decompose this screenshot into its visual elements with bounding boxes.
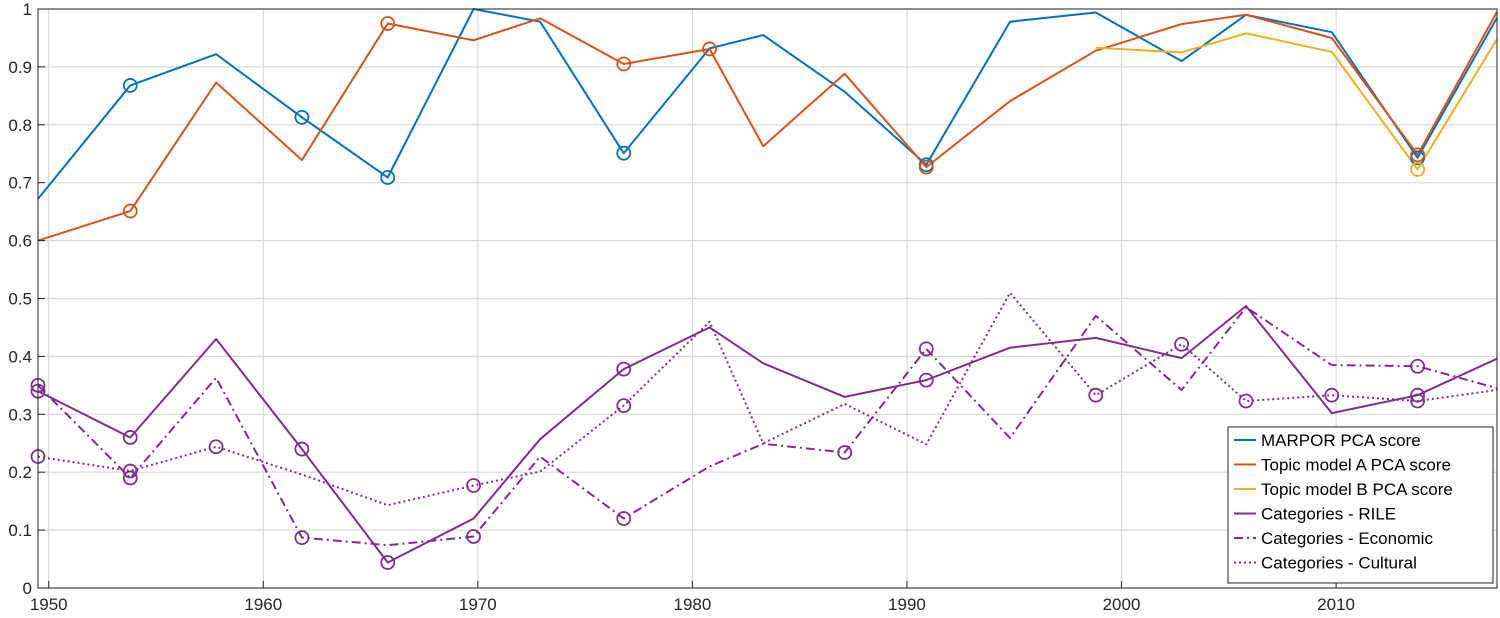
x-tick-label: 1980 <box>673 595 711 614</box>
legend: MARPOR PCA score Topic model A PCA score T… <box>1227 426 1494 584</box>
y-tick-label: 0.6 <box>8 232 32 251</box>
circle-marker <box>466 478 481 493</box>
circle-marker <box>1088 387 1104 403</box>
circle-marker <box>466 529 481 544</box>
circle-marker <box>918 372 934 388</box>
circle-marker <box>616 56 632 72</box>
circle-marker <box>1410 358 1426 374</box>
circle-marker <box>1410 161 1426 177</box>
circle-marker <box>616 398 632 414</box>
circle-marker <box>1174 336 1189 352</box>
circle-marker <box>122 78 138 93</box>
legend-label: Categories - RILE <box>1261 505 1396 524</box>
circle-marker <box>918 341 934 357</box>
circle-marker <box>616 511 632 526</box>
series-line-0 <box>37 8 1498 200</box>
y-tick-label: 0.5 <box>8 290 32 309</box>
circle-marker <box>1324 387 1340 403</box>
y-tick-label: 0.9 <box>8 58 32 77</box>
circle-marker <box>702 41 717 57</box>
circle-markers <box>30 16 1426 570</box>
series-line-3 <box>37 305 1498 564</box>
y-tick-label: 0.7 <box>8 174 32 193</box>
y-tick-label: 1 <box>23 0 32 19</box>
legend-label: Categories - Cultural <box>1261 554 1417 573</box>
circle-marker <box>1410 387 1426 403</box>
y-tick-label: 0.3 <box>8 405 32 424</box>
legend-label: Categories - Economic <box>1261 529 1433 548</box>
circle-marker <box>1238 393 1254 409</box>
circle-marker <box>208 439 224 455</box>
circle-marker <box>616 361 632 377</box>
y-tick-label: 0.4 <box>8 347 32 366</box>
series-line-4 <box>37 306 1498 547</box>
circle-marker <box>1410 147 1426 163</box>
circle-marker <box>616 145 632 161</box>
legend-label: Topic model B PCA score <box>1261 480 1453 499</box>
circle-marker <box>294 109 310 125</box>
axis-ticks: 1950 1960 1970 1980 1990 2000 2010 0 0.1 0.2 0.3 0.… <box>8 0 1355 614</box>
series-line-1 <box>37 11 1498 242</box>
legend-box <box>1227 426 1494 584</box>
circle-marker <box>122 203 138 219</box>
circle-marker <box>122 430 138 445</box>
x-tick-label: 2000 <box>1103 595 1141 614</box>
y-tick-label: 0.1 <box>8 521 32 540</box>
legend-label: MARPOR PCA score <box>1261 431 1421 450</box>
circle-marker <box>294 441 310 457</box>
circle-marker <box>1410 393 1426 409</box>
x-tick-label: 1950 <box>30 595 68 614</box>
circle-marker <box>122 470 138 486</box>
series-lines <box>37 8 1498 564</box>
circle-marker <box>294 530 310 546</box>
x-tick-label: 1970 <box>459 595 497 614</box>
series-line-2 <box>1095 32 1498 171</box>
circle-marker <box>380 170 396 185</box>
y-tick-label: 0.8 <box>8 116 32 135</box>
x-tick-label: 2010 <box>1317 595 1355 614</box>
circle-marker <box>380 555 396 570</box>
circle-marker <box>122 463 138 479</box>
y-tick-label: 0.2 <box>8 463 32 482</box>
circle-marker <box>918 159 934 175</box>
y-tick-label: 0 <box>23 579 32 598</box>
circle-marker <box>837 445 853 460</box>
legend-label: Topic model A PCA score <box>1261 456 1451 475</box>
x-tick-label: 1960 <box>244 595 282 614</box>
x-tick-label: 1990 <box>888 595 926 614</box>
circle-marker <box>380 16 396 31</box>
